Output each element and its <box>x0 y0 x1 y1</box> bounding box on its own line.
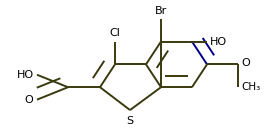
Text: S: S <box>127 116 134 126</box>
Text: CH₃: CH₃ <box>241 82 260 92</box>
Text: Br: Br <box>155 6 167 16</box>
Text: O: O <box>241 58 250 68</box>
Text: O: O <box>24 95 33 105</box>
Text: Cl: Cl <box>109 28 120 38</box>
Text: HO: HO <box>210 37 227 47</box>
Text: HO: HO <box>17 70 34 80</box>
